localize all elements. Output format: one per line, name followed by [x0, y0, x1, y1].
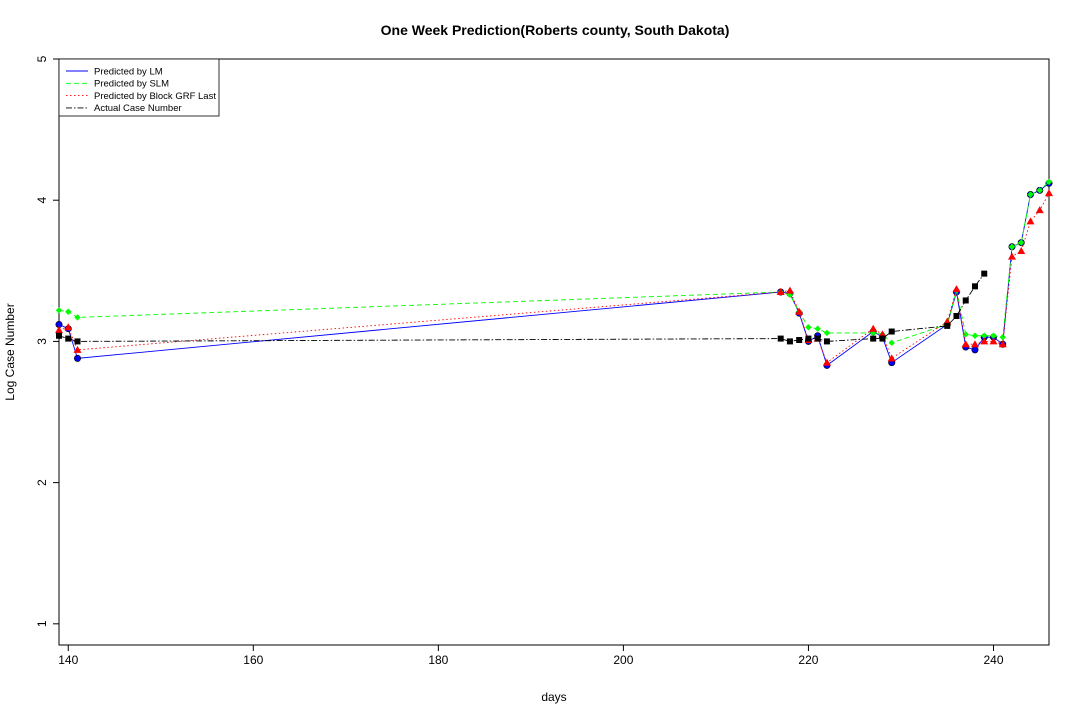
y-tick-label: 3	[35, 338, 49, 345]
data-point-predicted-by-block-grf-last	[73, 345, 82, 353]
data-point-predicted-by-lm	[74, 354, 82, 362]
x-tick-label: 140	[58, 653, 78, 667]
data-point-predicted-by-slm	[814, 325, 821, 332]
data-point-predicted-by-block-grf-last	[980, 337, 989, 345]
data-point-predicted-by-block-grf-last	[776, 287, 785, 295]
data-point-predicted-by-slm	[888, 339, 895, 347]
x-tick-label: 200	[613, 653, 633, 667]
y-axis: 1 2 3 4 5	[35, 55, 59, 627]
data-point-predicted-by-block-grf-last	[55, 326, 63, 334]
data-point-predicted-by-slm	[1018, 239, 1025, 246]
data-point-predicted-by-block-grf-last	[1017, 247, 1026, 255]
data-point-predicted-by-slm	[971, 332, 979, 339]
y-axis-label: Log Case Number	[3, 303, 17, 400]
legend-label-actual-case-number: Actual Case Number	[94, 103, 182, 114]
data-point-predicted-by-block-grf-last	[970, 340, 979, 348]
data-point-predicted-by-slm	[805, 324, 812, 331]
data-point-predicted-by-block-grf-last	[989, 337, 998, 345]
data-point-predicted-by-block-grf-last	[1026, 217, 1035, 225]
series-line-predicted-by-block-grf-last	[58, 192, 1050, 364]
data-point-actual-case-number	[814, 335, 821, 342]
legend-label-predicted-by-lm: Predicted by LM	[94, 66, 163, 77]
data-point-predicted-by-slm	[1027, 191, 1034, 198]
data-point-predicted-by-slm	[65, 308, 72, 315]
data-point-predicted-by-slm	[999, 333, 1006, 341]
data-point-predicted-by-slm	[74, 314, 81, 321]
chart-marks	[55, 178, 1053, 369]
y-tick-label: 5	[35, 55, 49, 62]
series-actual-case-number	[56, 270, 988, 345]
data-point-actual-case-number	[805, 335, 812, 342]
x-tick-label: 160	[243, 653, 263, 667]
data-point-actual-case-number	[870, 335, 877, 342]
data-point-actual-case-number	[56, 332, 62, 339]
data-point-predicted-by-slm	[1045, 178, 1053, 186]
legend: Predicted by LM Predicted by SLMPredicted…	[58, 58, 220, 117]
data-point-predicted-by-block-grf-last	[795, 307, 804, 315]
data-point-predicted-by-slm	[1036, 187, 1043, 194]
data-point-actual-case-number	[796, 336, 803, 343]
data-point-predicted-by-slm	[962, 331, 969, 338]
data-point-predicted-by-block-grf-last	[1007, 252, 1016, 260]
data-point-actual-case-number	[786, 338, 793, 345]
data-point-predicted-by-block-grf-last	[785, 286, 794, 294]
legend-label-predicted-by-slm: Predicted by SLM	[94, 79, 169, 90]
data-point-predicted-by-block-grf-last	[998, 340, 1007, 348]
y-tick-label: 1	[35, 620, 49, 627]
x-tick-label: 240	[983, 653, 1003, 667]
data-point-actual-case-number	[777, 335, 784, 342]
data-point-actual-case-number	[981, 270, 988, 277]
series-predicted-by-lm	[55, 179, 1053, 369]
data-point-actual-case-number	[888, 328, 895, 335]
series-line-predicted-by-lm	[58, 182, 1050, 367]
data-point-actual-case-number	[944, 322, 951, 329]
data-point-predicted-by-slm	[55, 307, 63, 314]
series-line-actual-case-number	[58, 273, 985, 342]
data-point-actual-case-number	[74, 338, 81, 345]
data-point-actual-case-number	[962, 297, 969, 304]
data-point-predicted-by-block-grf-last	[961, 340, 970, 348]
data-point-predicted-by-block-grf-last	[64, 323, 73, 331]
data-point-predicted-by-block-grf-last	[822, 358, 831, 366]
x-tick-label: 180	[428, 653, 448, 667]
data-point-actual-case-number	[879, 335, 886, 342]
data-point-predicted-by-block-grf-last	[1045, 189, 1053, 197]
data-point-actual-case-number	[953, 312, 960, 319]
data-point-predicted-by-slm	[981, 332, 988, 339]
data-point-predicted-by-block-grf-last	[952, 285, 961, 293]
series-line-predicted-by-slm	[58, 181, 1050, 344]
y-tick-label: 2	[35, 479, 49, 486]
data-point-predicted-by-block-grf-last	[887, 354, 896, 362]
x-axis: 140 160 180 200 220 240	[58, 645, 1004, 667]
series-predicted-by-slm	[55, 178, 1053, 347]
plot-area	[58, 58, 1050, 646]
data-point-predicted-by-slm	[990, 332, 997, 339]
y-tick-label: 4	[35, 197, 49, 204]
data-point-predicted-by-slm	[1008, 243, 1016, 251]
data-point-predicted-by-lm	[971, 346, 979, 354]
data-point-predicted-by-block-grf-last	[1035, 206, 1044, 214]
data-point-actual-case-number	[823, 338, 830, 345]
x-tick-label: 220	[798, 653, 818, 667]
legend-box	[58, 58, 220, 117]
data-point-actual-case-number	[65, 335, 72, 342]
data-point-predicted-by-slm	[823, 329, 831, 337]
data-point-actual-case-number	[971, 283, 978, 290]
legend-label-predicted-by-block-grf-last: Predicted by Block GRF Last	[94, 91, 216, 102]
data-point-predicted-by-block-grf-last	[869, 324, 878, 332]
x-axis-label: days	[541, 690, 566, 704]
chart-title: One Week Prediction(Roberts county, Sout…	[381, 22, 730, 38]
